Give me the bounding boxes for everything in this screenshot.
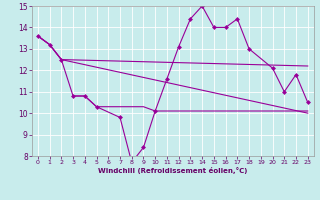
X-axis label: Windchill (Refroidissement éolien,°C): Windchill (Refroidissement éolien,°C) [98,167,247,174]
